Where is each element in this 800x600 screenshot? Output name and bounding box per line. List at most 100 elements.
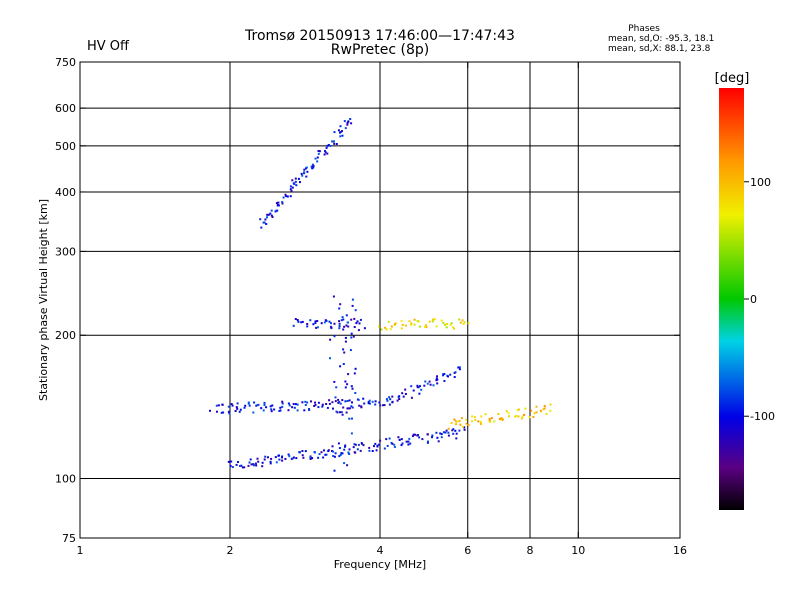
echo-point: [362, 397, 365, 400]
echo-point: [337, 129, 340, 132]
echo-point: [404, 388, 407, 391]
echo-point: [351, 401, 353, 404]
echo-point: [324, 151, 327, 154]
echo-point: [347, 120, 350, 123]
echo-point: [261, 461, 264, 464]
echo-point: [436, 378, 439, 381]
echo-point: [459, 423, 462, 426]
echo-point: [270, 209, 273, 212]
y-tick-label: 75: [62, 532, 76, 545]
echo-point: [357, 443, 360, 446]
echo-point: [432, 384, 435, 387]
echo-point: [276, 204, 279, 206]
echo-point: [393, 443, 396, 446]
echo-point: [542, 408, 545, 411]
echo-point: [409, 323, 412, 326]
echo-point: [333, 380, 336, 383]
echo-point: [274, 456, 277, 459]
echo-point: [333, 322, 336, 325]
echo-point: [353, 443, 356, 446]
echo-point: [359, 318, 362, 321]
echo-point: [363, 327, 366, 330]
echo-point: [440, 433, 443, 436]
echo-point: [455, 432, 458, 435]
echo-point: [535, 405, 538, 408]
echo-point: [256, 404, 259, 406]
echo-point: [317, 456, 320, 459]
echo-point: [220, 411, 223, 414]
echo-point: [368, 399, 371, 402]
echo-point: [235, 406, 238, 409]
echo-point: [270, 457, 273, 460]
echo-point: [344, 386, 347, 389]
echo-point: [267, 213, 270, 216]
echo-point: [344, 127, 347, 130]
echo-point: [304, 450, 307, 453]
echo-point: [340, 411, 343, 414]
echo-point: [480, 420, 482, 423]
echo-point: [342, 363, 345, 365]
echo-point: [543, 407, 546, 410]
echo-point: [433, 318, 436, 321]
echo-point: [327, 144, 330, 146]
echo-point: [338, 447, 341, 449]
echo-point: [354, 392, 357, 394]
echo-point: [348, 399, 351, 402]
echo-point: [350, 405, 353, 408]
echo-point: [341, 130, 343, 133]
echo-point: [377, 443, 380, 446]
echo-point: [435, 431, 438, 434]
echo-point: [265, 406, 268, 409]
echo-point: [449, 324, 452, 326]
echo-point: [328, 402, 331, 405]
echo-point: [458, 368, 461, 371]
echo-point: [337, 398, 340, 401]
echo-point: [244, 404, 247, 407]
echo-point: [457, 366, 460, 369]
echo-point: [535, 411, 538, 414]
echo-point: [344, 380, 347, 383]
echo-point: [333, 131, 336, 134]
echo-point: [545, 412, 548, 415]
echo-point: [275, 202, 278, 205]
phases-title: Phases: [628, 24, 660, 34]
echo-point: [338, 322, 341, 325]
echo-point: [359, 449, 362, 452]
y-tick-label: 750: [55, 56, 76, 69]
echo-point: [338, 455, 341, 458]
echo-point: [281, 400, 284, 403]
x-tick-label: 10: [571, 544, 585, 557]
echo-point: [313, 405, 316, 407]
echo-point: [289, 195, 292, 198]
echo-point: [488, 417, 491, 420]
echo-point: [435, 377, 438, 380]
echo-point: [388, 396, 391, 399]
echo-point: [288, 404, 291, 407]
echo-point: [324, 149, 326, 152]
echo-point: [333, 335, 336, 338]
echo-point: [436, 382, 439, 385]
echo-point: [424, 326, 427, 328]
echo-points: [209, 118, 552, 472]
echo-point: [391, 395, 394, 398]
echo-point: [339, 303, 342, 306]
echo-point: [396, 399, 399, 402]
echo-point: [252, 411, 255, 414]
echo-point: [431, 434, 434, 437]
echo-point: [451, 429, 454, 432]
echo-point: [349, 349, 352, 351]
echo-point: [346, 123, 349, 126]
echo-point: [278, 454, 280, 457]
echo-point: [338, 320, 341, 323]
echo-point: [416, 319, 419, 322]
echo-point: [342, 406, 345, 409]
echo-point: [463, 321, 466, 324]
echo-point: [335, 410, 338, 413]
echo-point: [454, 371, 457, 374]
echo-point: [296, 409, 299, 412]
echo-point: [452, 326, 454, 329]
echo-point: [458, 429, 461, 432]
echo-point: [353, 326, 356, 328]
echo-point: [354, 443, 357, 446]
echo-point: [343, 120, 346, 123]
